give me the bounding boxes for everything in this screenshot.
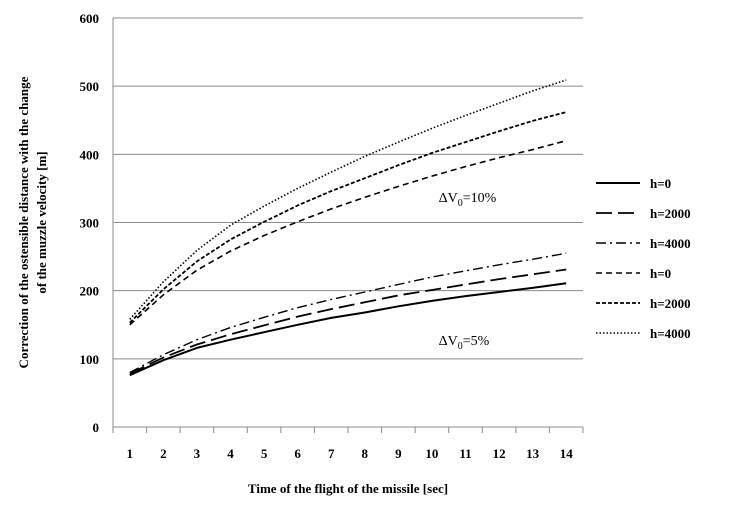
x-tick-label: 1 <box>127 446 134 461</box>
annotation-label: ΔV0=5% <box>439 334 490 352</box>
legend-label: h=0 <box>650 266 671 281</box>
x-tick-label: 4 <box>227 446 234 461</box>
x-tick-label: 13 <box>526 446 540 461</box>
x-tick-label: 14 <box>560 446 574 461</box>
y-tick-label: 100 <box>80 352 100 367</box>
series-line-4 <box>129 111 567 324</box>
series-line-2 <box>129 252 567 374</box>
y-tick-label: 200 <box>80 284 100 299</box>
series-line-1 <box>129 268 567 375</box>
annotation-label: ΔV0=10% <box>439 191 497 209</box>
y-axis-title-line-2: of the muzzle velocity [m] <box>34 151 49 293</box>
y-tick-label: 500 <box>80 79 100 94</box>
y-tick-label: 600 <box>80 11 100 26</box>
series-line-5 <box>129 79 567 320</box>
x-tick-label: 12 <box>493 446 506 461</box>
y-tick-label: 300 <box>80 216 100 231</box>
x-tick-label: 2 <box>160 446 167 461</box>
x-axis-title: Time of the flight of the missile [sec] <box>248 481 448 496</box>
legend: h=0 h=2000 h=4000 h=0 h=2000 h=4000 <box>596 176 691 341</box>
x-tick-label: 9 <box>395 446 402 461</box>
x-tick-label: 10 <box>425 446 438 461</box>
legend-label: h=2000 <box>650 206 691 221</box>
y-tick-label: 400 <box>80 147 100 162</box>
gridlines <box>113 17 583 360</box>
annotations: ΔV0=10% ΔV0=5% <box>439 191 497 352</box>
legend-label: h=0 <box>650 176 671 191</box>
legend-label: h=2000 <box>650 296 691 311</box>
x-tick-label: 3 <box>194 446 201 461</box>
legend-label: h=4000 <box>650 326 691 341</box>
x-tick-label: 11 <box>459 446 471 461</box>
series-lines <box>129 79 567 377</box>
y-axis-title: Correction of the ostensible distance wi… <box>16 76 49 368</box>
series-line-3 <box>129 139 567 326</box>
x-tick-label: 5 <box>261 446 268 461</box>
series-line-0 <box>129 282 567 377</box>
x-tick-label: 6 <box>294 446 301 461</box>
x-tick-label: 8 <box>362 446 369 461</box>
y-tick-label: 0 <box>93 420 100 435</box>
y-axis-title-line-1: Correction of the ostensible distance wi… <box>16 76 31 368</box>
legend-label: h=4000 <box>650 236 691 251</box>
x-tick-label: 7 <box>328 446 335 461</box>
